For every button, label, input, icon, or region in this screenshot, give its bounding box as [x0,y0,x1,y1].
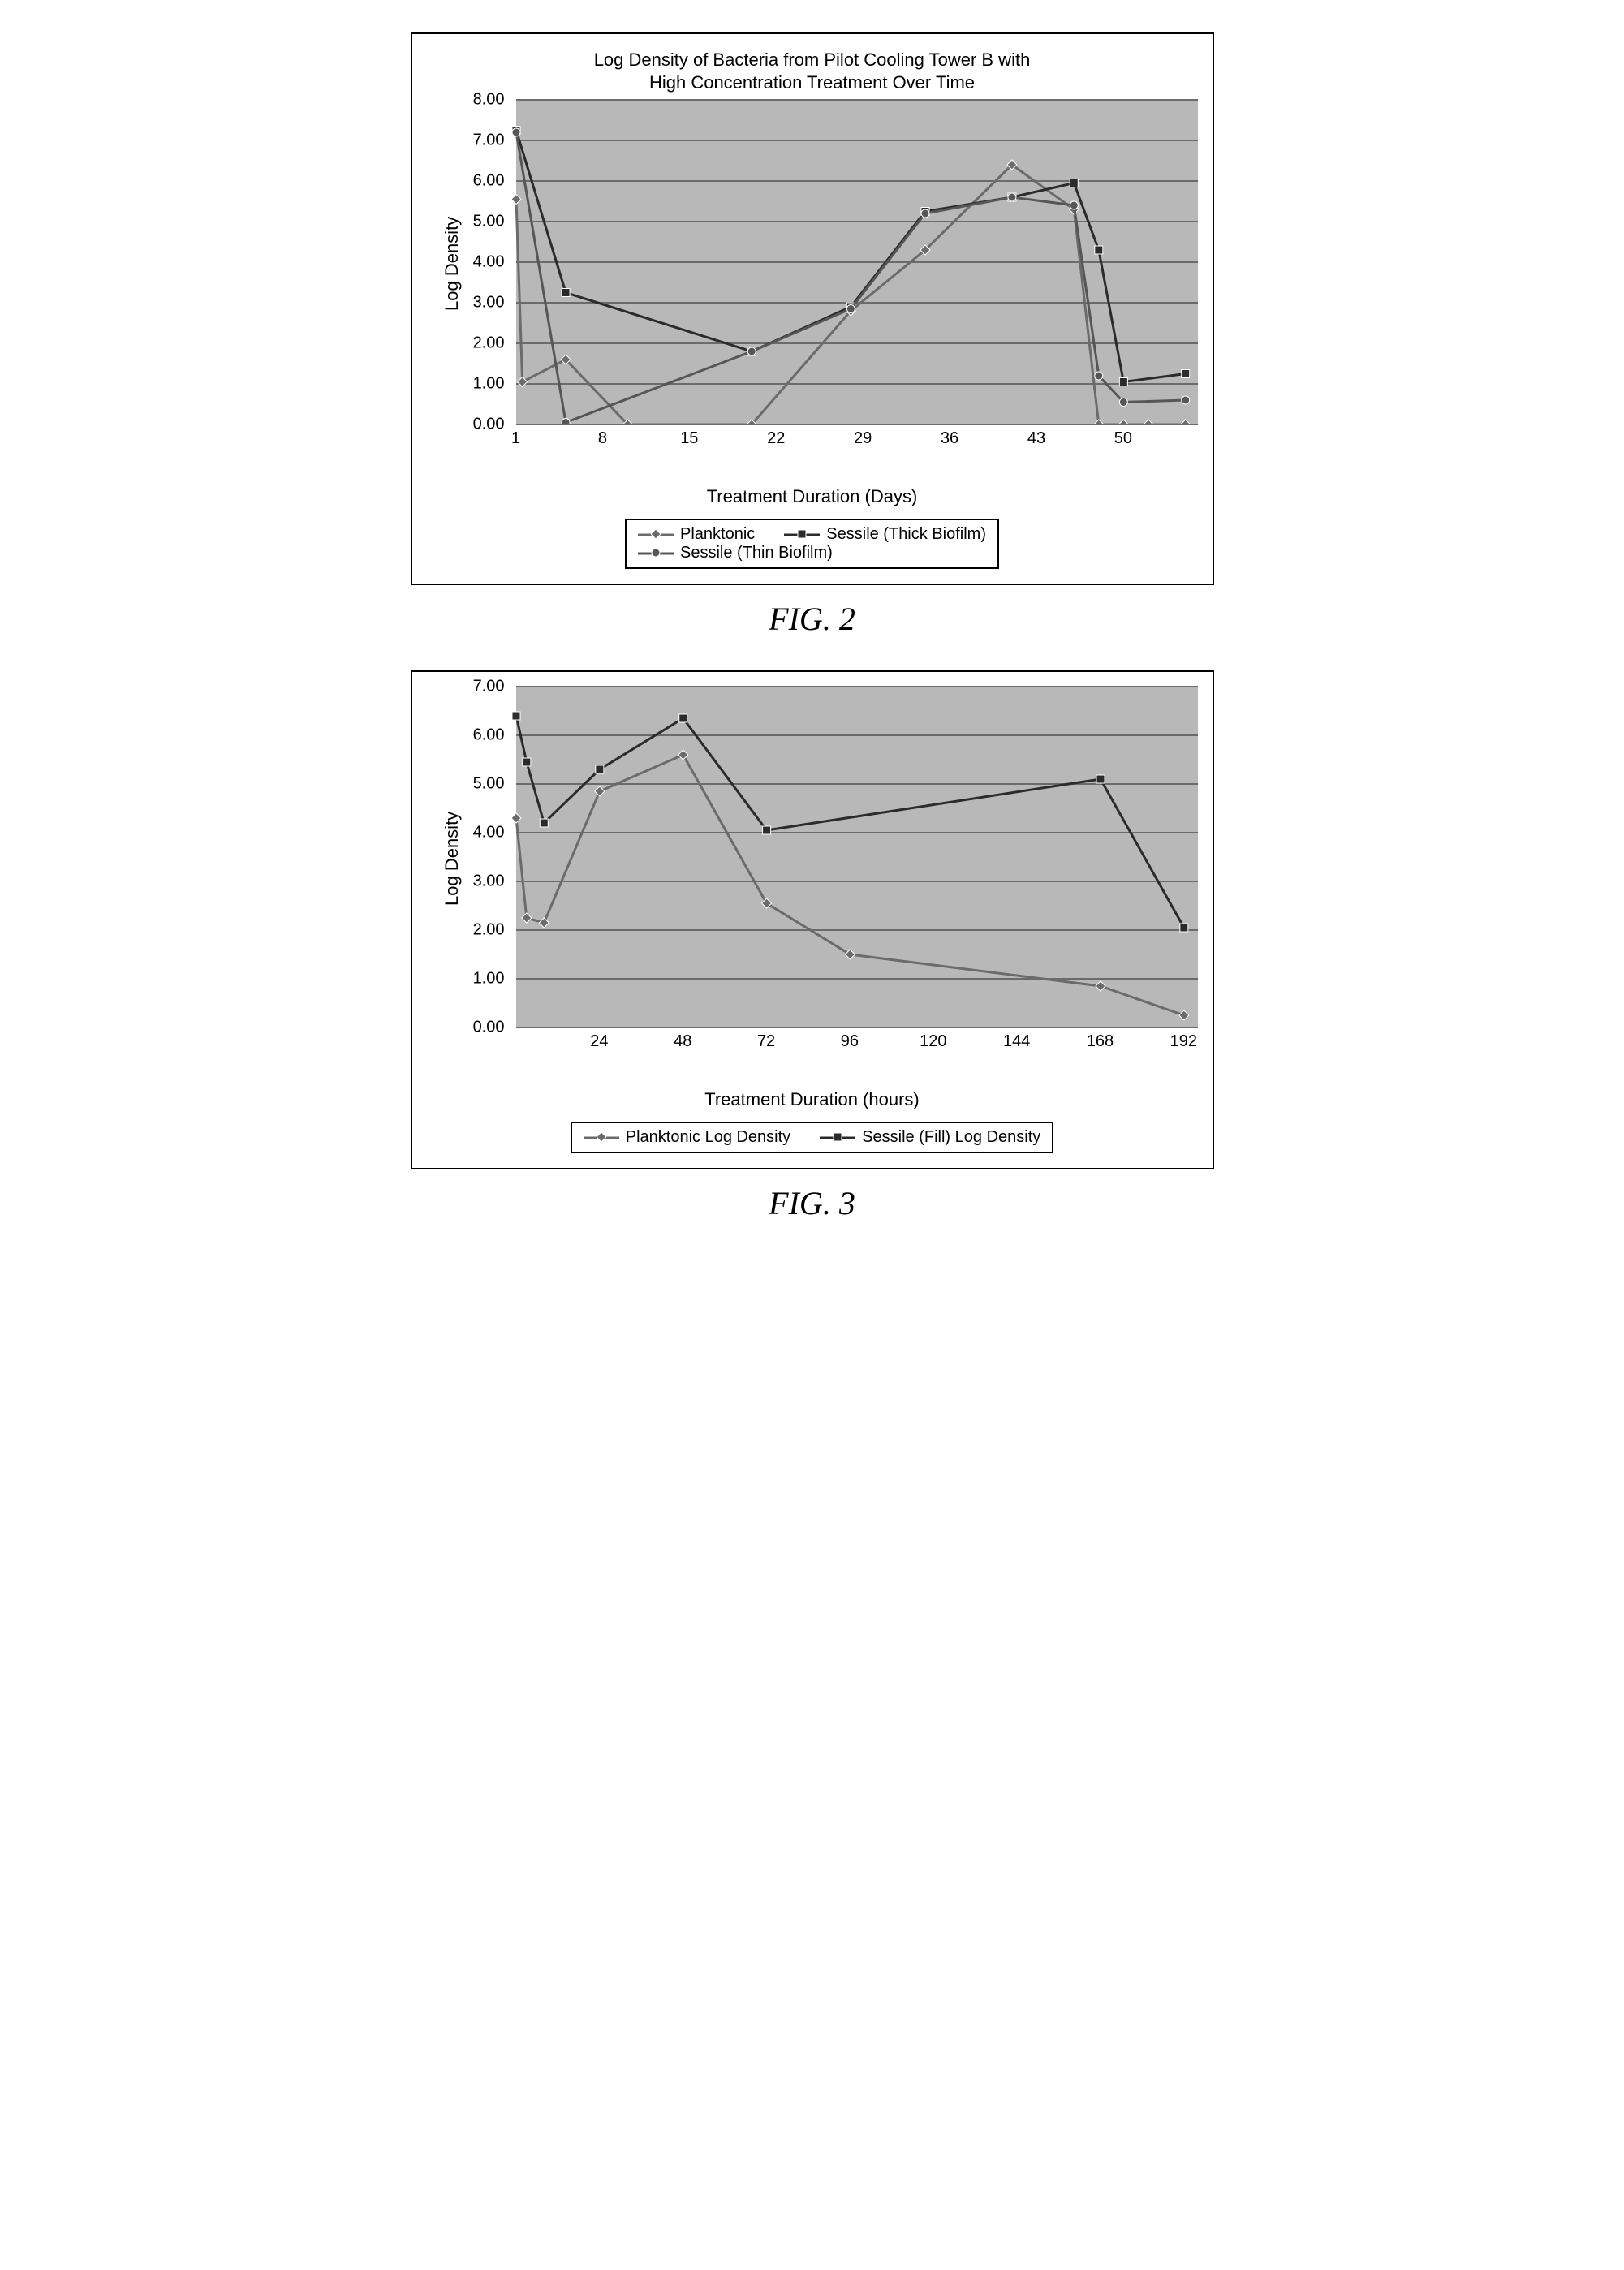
x-tick-label: 36 [941,429,958,448]
page: Log Density of Bacteria from Pilot Cooli… [32,32,1592,1222]
data-marker [512,128,520,136]
x-tick-label: 8 [598,429,607,448]
legend-swatch [584,1132,619,1144]
legend-item: Sessile (Fill) Log Density [820,1128,1040,1147]
x-tick-label: 96 [841,1032,859,1051]
figure-2: Log Density of Bacteria from Pilot Cooli… [411,32,1214,638]
chart-panel: 0.001.002.003.004.005.006.007.0024487296… [411,670,1214,1169]
x-tick-label: 24 [590,1032,608,1051]
chart-panel: Log Density of Bacteria from Pilot Cooli… [411,32,1214,585]
data-marker [539,918,549,928]
data-marker [747,347,756,355]
data-marker [1119,398,1127,407]
series-line [516,716,1184,928]
data-marker [678,750,687,760]
data-marker [1181,370,1189,378]
x-tick-label: 192 [1170,1032,1197,1051]
data-marker [1143,420,1152,424]
x-tick-label: 43 [1027,429,1045,448]
data-marker [512,712,520,720]
data-marker [1093,420,1103,424]
series-line [516,165,1186,424]
data-marker [1178,1010,1188,1020]
x-tick-label: 22 [767,429,785,448]
plot-area: 0.001.002.003.004.005.006.007.008.001815… [427,100,1198,457]
data-marker [1070,201,1078,209]
legend: Planktonic Log Density Sessile (Fill) Log… [571,1122,1054,1153]
legend-row: Sessile (Thin Biofilm) [638,544,986,562]
legend-swatch [820,1132,855,1144]
data-marker [1007,193,1015,201]
x-tick-label: 144 [1003,1032,1030,1051]
data-marker [1118,420,1128,424]
series-line [516,132,1186,423]
legend-swatch [638,529,674,541]
figure-3: 0.001.002.003.004.005.006.007.0024487296… [411,670,1214,1222]
x-axis-title: Treatment Duration (hours) [427,1089,1198,1110]
data-marker [594,786,604,796]
legend-item: Sessile (Thick Biofilm) [784,525,986,544]
series-svg [427,687,1198,1027]
data-marker [522,758,530,766]
legend-item: Planktonic [638,525,755,544]
data-marker [1096,775,1105,783]
x-tick-label: 168 [1087,1032,1114,1051]
series-svg [427,100,1198,424]
data-marker [517,377,527,387]
data-marker [846,305,855,313]
x-tick-label: 1 [511,429,520,448]
x-tick-label: 50 [1114,429,1132,448]
data-marker [540,819,548,827]
data-marker [521,913,531,923]
legend-row: Planktonic Log Density Sessile (Fill) Log… [584,1128,1041,1147]
legend-swatch [784,529,820,541]
data-marker [1180,420,1190,424]
data-marker [562,419,570,425]
data-marker [511,195,521,205]
legend: Planktonic Sessile (Thick Biofilm)Sessile… [625,519,999,569]
figure-caption: FIG. 3 [769,1184,855,1222]
data-marker [678,714,687,722]
x-tick-label: 72 [757,1032,775,1051]
data-marker [511,813,521,823]
legend-label: Sessile (Thick Biofilm) [826,525,986,544]
x-tick-label: 120 [920,1032,946,1051]
x-axis-title: Treatment Duration (Days) [427,486,1198,507]
x-tick-label: 15 [680,429,698,448]
data-marker [595,765,603,773]
plot-area: 0.001.002.003.004.005.006.007.0024487296… [427,687,1198,1060]
data-marker [1119,378,1127,386]
data-marker [921,209,929,218]
chart-title: Log Density of Bacteria from Pilot Cooli… [427,49,1198,93]
series-line [516,755,1184,1015]
data-marker [1096,981,1105,991]
legend-label: Sessile (Thin Biofilm) [680,544,833,562]
legend-item: Planktonic Log Density [584,1128,790,1147]
data-marker [1179,924,1187,932]
data-marker [762,826,770,834]
data-marker [1094,372,1102,380]
legend-row: Planktonic Sessile (Thick Biofilm) [638,525,986,544]
series-line [516,131,1186,382]
data-marker [1070,179,1078,187]
figure-caption: FIG. 2 [769,600,855,638]
legend-label: Planktonic [680,525,755,544]
legend-label: Planktonic Log Density [626,1128,790,1147]
data-marker [1094,246,1102,254]
legend-item: Sessile (Thin Biofilm) [638,544,833,562]
x-tick-label: 29 [854,429,872,448]
x-tick-label: 48 [674,1032,691,1051]
data-marker [1181,396,1189,404]
legend-swatch [638,548,674,559]
data-marker [562,289,570,297]
legend-label: Sessile (Fill) Log Density [862,1128,1040,1147]
